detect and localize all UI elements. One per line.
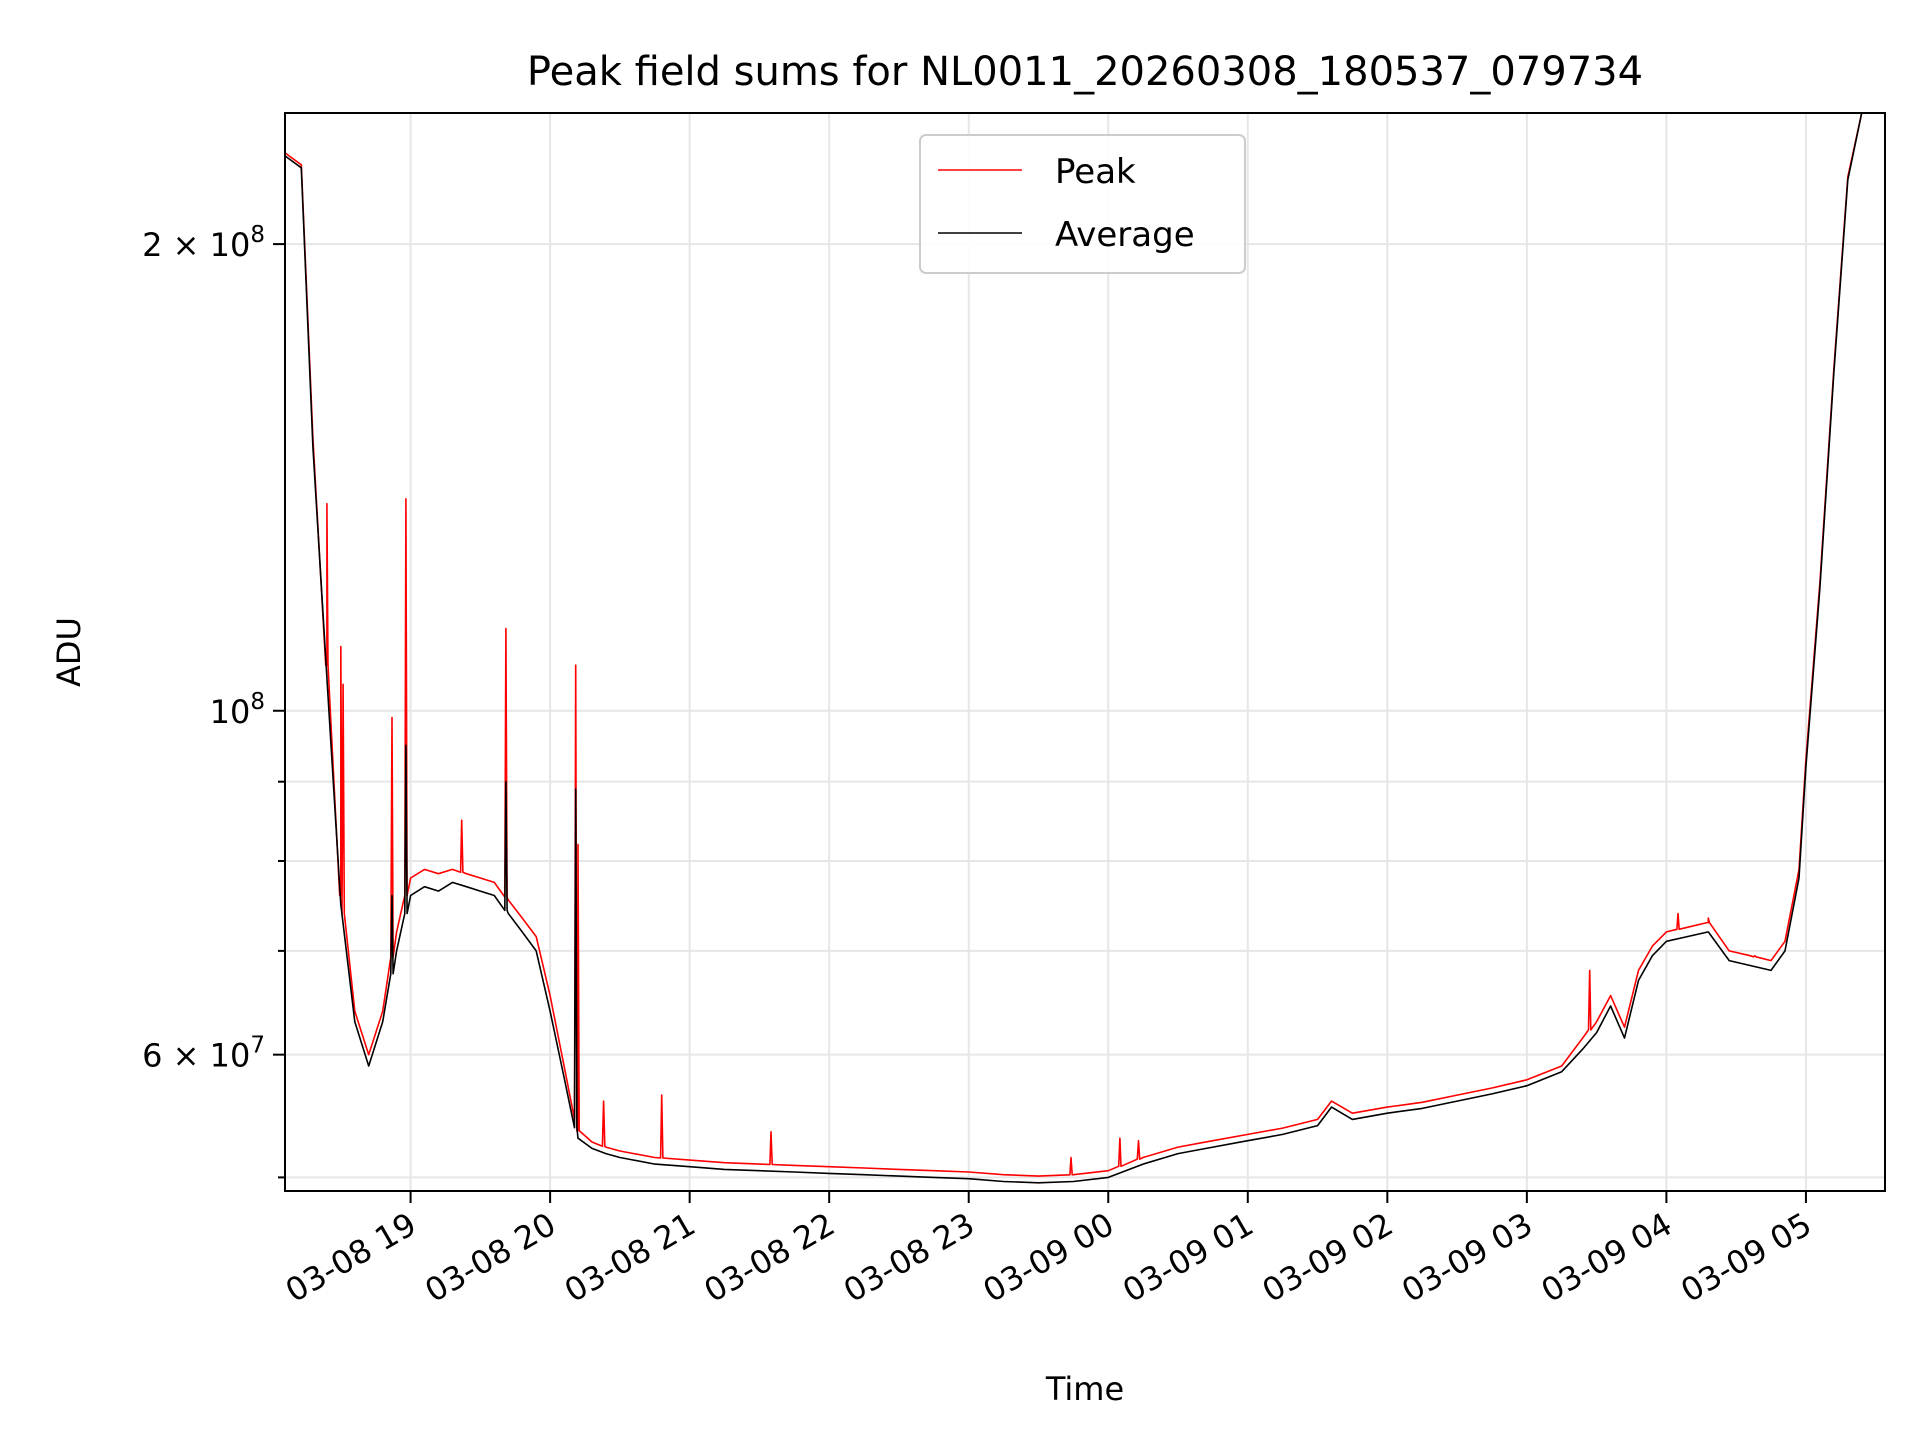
axes-frame <box>284 112 1886 1192</box>
legend-label-peak: Peak <box>1055 152 1136 192</box>
y-tick-label: 6 × 107 <box>142 1033 265 1075</box>
legend-label-average: Average <box>1055 215 1195 255</box>
series-line-peak <box>284 112 1885 1177</box>
series-line-average <box>284 112 1885 1184</box>
chart-title: Peak field sums for NL0011_20260308_1805… <box>527 49 1643 95</box>
y-axis-label: ADU <box>50 617 88 687</box>
legend: Peak Average <box>919 134 1246 274</box>
x-axis-label: Time <box>1045 1370 1124 1408</box>
y-tick-label: 2 × 108 <box>142 222 265 264</box>
plot-area <box>284 112 1885 1184</box>
grid-lines <box>285 113 1885 1191</box>
y-tick-label: 108 <box>210 689 265 731</box>
